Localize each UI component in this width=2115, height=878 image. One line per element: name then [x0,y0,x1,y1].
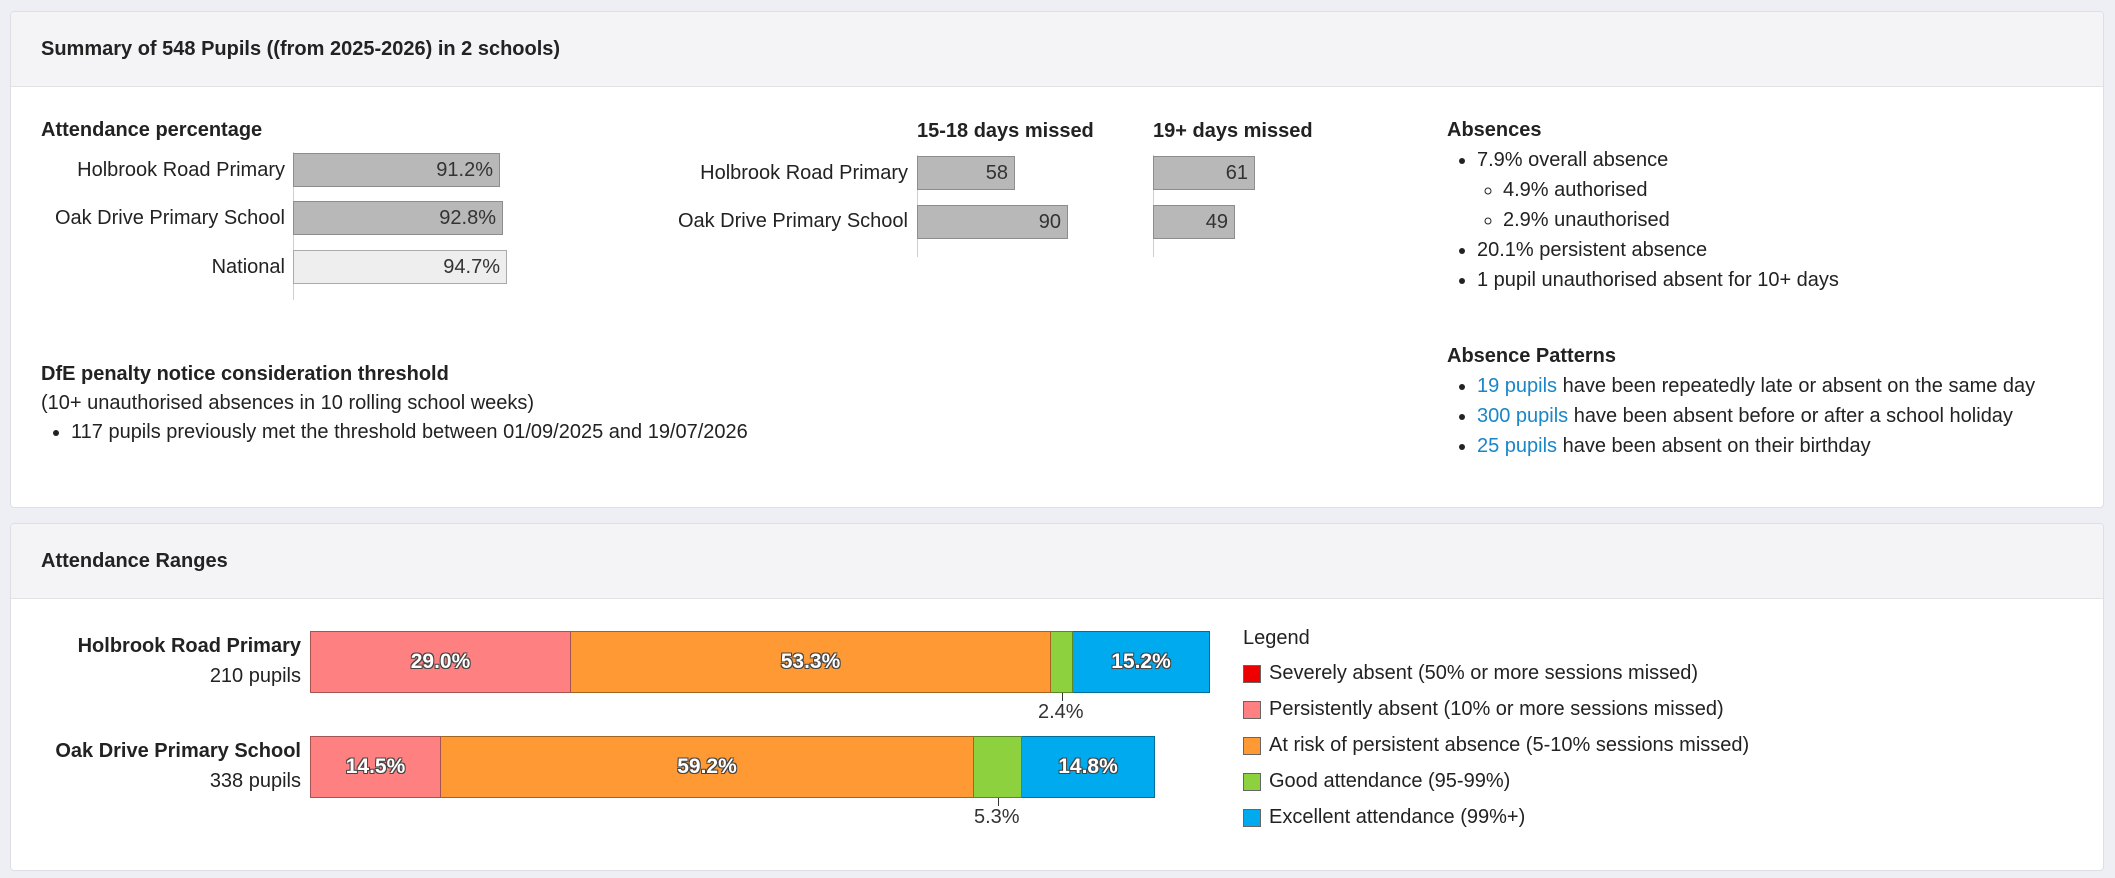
missed-a-bar-holbrook: 58 [917,156,1015,190]
missed-15-18-heading: 15-18 days missed [917,120,1094,142]
legend-swatch-good [1243,772,1261,791]
absence-unauthorised: 2.9% unauthorised [1503,205,1839,235]
legend-item-risk: At risk of persistent absence (5-10% ses… [1243,734,1749,757]
penalty-heading: DfE penalty notice consideration thresho… [41,363,449,385]
legend-label-excellent: Excellent attendance (99%+) [1269,806,1526,828]
attendance-label-oakdrive: Oak Drive Primary School [54,207,285,229]
ranges-segment-persistent: 14.5% [310,736,441,798]
ranges-segment-persistent: 29.0% [310,631,571,693]
ranges-school-pupils-oakdrive: 338 pupils [209,770,301,792]
ranges-stacked-bar-oakdrive: 14.5% 59.2% 14.8% [310,736,1155,798]
legend-item-good: Good attendance (95-99%) [1243,770,1510,793]
pattern-same-day-link[interactable]: 19 pupils [1477,375,1558,397]
legend-swatch-risk [1243,736,1261,755]
absences-section: Absences 7.9% overall absence 4.9% autho… [1447,119,1839,295]
ranges-segment-risk: 59.2% [441,736,974,798]
ranges-segment-risk: 53.3% [571,631,1051,693]
legend-swatch-severe [1243,664,1261,683]
legend-label-risk: At risk of persistent absence (5-10% ses… [1269,734,1750,756]
legend-swatch-excellent [1243,808,1261,827]
pattern-birthday: 25 pupils have been absent on their birt… [1477,431,2035,461]
attendance-bar-oakdrive: 92.8% [293,201,503,235]
pattern-holiday: 300 pupils have been absent before or af… [1477,401,2035,431]
absences-heading: Absences [1447,119,1542,141]
ranges-segment-tick [1062,693,1063,701]
ranges-segment-good [974,736,1022,798]
missed-a-bar-oakdrive: 90 [917,205,1068,239]
ranges-segment-excellent: 14.8% [1022,736,1155,798]
attendance-label-national: National [211,256,285,278]
penalty-subtitle: (10+ unauthorised absences in 10 rolling… [41,392,535,414]
ranges-segment-tick [998,798,999,806]
attendance-bar-holbrook: 91.2% [293,153,500,187]
ranges-panel: Attendance Ranges Holbrook Road Primary … [10,523,2104,871]
summary-title: Summary of 548 Pupils ((from 2025-2026) … [11,12,2103,87]
patterns-heading: Absence Patterns [1447,345,1616,367]
ranges-segment-label-good: 2.4% [1038,701,1084,723]
summary-panel: Summary of 548 Pupils ((from 2025-2026) … [10,11,2104,508]
missed-19plus-heading: 19+ days missed [1153,120,1313,142]
missed-label-holbrook: Holbrook Road Primary [700,162,908,184]
ranges-segment-excellent: 15.2% [1073,631,1210,693]
ranges-school-pupils-holbrook: 210 pupils [209,665,301,687]
missed-b-bar-holbrook: 61 [1153,156,1255,190]
legend-item-severe: Severely absent (50% or more sessions mi… [1243,662,1698,685]
attendance-heading: Attendance percentage [41,119,263,141]
absence-overall: 7.9% overall absence 4.9% authorised 2.9… [1477,145,1839,235]
legend-title: Legend [1243,627,1310,649]
absence-unauth-10plus: 1 pupil unauthorised absent for 10+ days [1477,265,1839,295]
legend-item-persistent: Persistently absent (10% or more session… [1243,698,1724,721]
missed-label-oakdrive: Oak Drive Primary School [677,210,908,232]
ranges-segment-good [1051,631,1073,693]
attendance-bar-national: 94.7% [293,250,507,284]
absence-persistent: 20.1% persistent absence [1477,235,1839,265]
attendance-label-holbrook: Holbrook Road Primary [77,159,285,181]
ranges-school-name-holbrook: Holbrook Road Primary [77,635,301,657]
ranges-segment-label-good: 5.3% [974,806,1020,828]
patterns-section: Absence Patterns 19 pupils have been rep… [1447,345,2035,461]
missed-b-bar-oakdrive: 49 [1153,205,1235,239]
legend-label-severe: Severely absent (50% or more sessions mi… [1269,662,1699,684]
ranges-school-name-oakdrive: Oak Drive Primary School [55,740,301,762]
legend-label-persistent: Persistently absent (10% or more session… [1269,698,1724,720]
ranges-title: Attendance Ranges [11,524,2103,599]
ranges-stacked-bar-holbrook: 29.0% 53.3% 15.2% [310,631,1210,693]
penalty-item: 117 pupils previously met the threshold … [71,417,748,447]
legend-label-good: Good attendance (95-99%) [1269,770,1511,792]
penalty-section: DfE penalty notice consideration thresho… [41,363,748,447]
legend-swatch-persistent [1243,700,1261,719]
pattern-holiday-link[interactable]: 300 pupils [1477,405,1569,427]
absence-authorised: 4.9% authorised [1503,175,1839,205]
pattern-same-day: 19 pupils have been repeatedly late or a… [1477,371,2035,401]
legend-item-excellent: Excellent attendance (99%+) [1243,806,1525,829]
pattern-birthday-link[interactable]: 25 pupils [1477,435,1558,457]
